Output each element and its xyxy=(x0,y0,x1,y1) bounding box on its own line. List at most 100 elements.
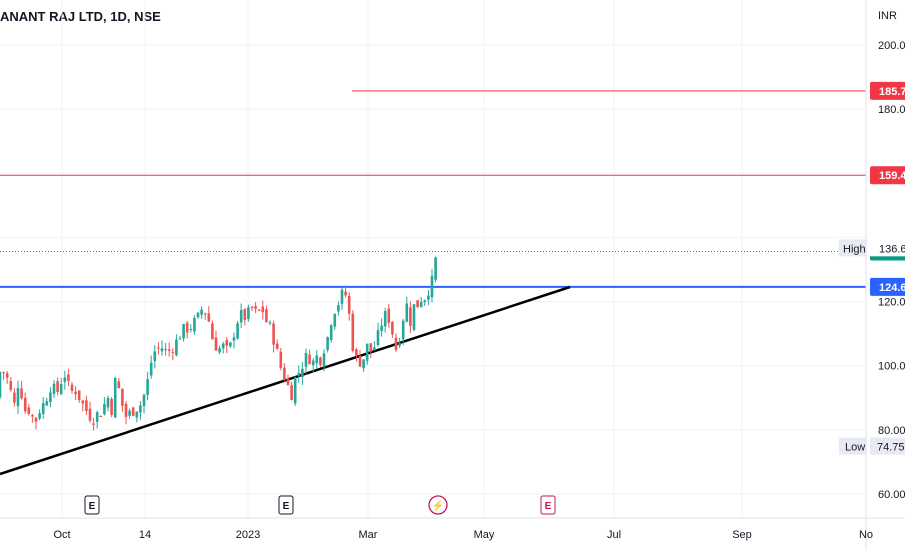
candle-body xyxy=(419,301,423,307)
candle-body xyxy=(189,328,193,330)
candle-body xyxy=(239,309,243,323)
candle-body xyxy=(243,309,247,320)
candle-body xyxy=(34,417,38,422)
candle-body xyxy=(430,275,434,298)
candle-body xyxy=(70,384,74,391)
candle-body xyxy=(340,289,344,304)
candle-body xyxy=(297,373,301,376)
candle-body xyxy=(92,423,95,425)
time-axis[interactable]: Oct 14 2023 Mar May Jul Sep No xyxy=(0,517,905,541)
candle-body xyxy=(304,353,308,367)
candle-body xyxy=(261,306,265,313)
candle-body xyxy=(275,343,279,349)
candle-body xyxy=(81,400,85,404)
currency-label: INR xyxy=(878,10,897,22)
candle-body xyxy=(167,349,171,351)
candle-body xyxy=(113,378,117,418)
candle-body xyxy=(229,342,232,347)
candle-body xyxy=(358,355,362,367)
x-tick-label: Sep xyxy=(732,529,752,541)
candle-body xyxy=(178,338,182,340)
candle-body xyxy=(344,291,347,296)
candle-body xyxy=(88,408,92,421)
candle-body xyxy=(319,357,322,365)
price-axis[interactable]: INR 200.0 180.0 120.0 100.0 80.00 60.00 185.7 15… xyxy=(839,0,905,550)
ascending-trendline[interactable] xyxy=(0,285,571,476)
x-tick-label: 14 xyxy=(139,529,151,541)
event-markers[interactable]: E E ⚡ E xyxy=(84,495,556,515)
news-event-icon[interactable] xyxy=(428,495,448,515)
candle-body xyxy=(196,312,200,318)
y-tick-label: 200.0 xyxy=(878,40,905,52)
candle-body xyxy=(333,314,337,327)
candle-body xyxy=(142,394,146,407)
candle-body xyxy=(355,349,358,356)
candle-body xyxy=(185,322,189,333)
candle-body xyxy=(247,307,250,319)
candle-body xyxy=(387,308,391,323)
earnings-event-label: E xyxy=(545,501,552,512)
candle-body xyxy=(290,385,293,401)
low-value: 74.75 xyxy=(877,442,905,454)
candle-body xyxy=(95,412,99,422)
price-tag-159: 159.4 xyxy=(879,170,905,182)
candle-body xyxy=(56,381,59,392)
candle-body xyxy=(268,322,272,324)
candle-body xyxy=(52,383,56,394)
earnings-event-icon[interactable] xyxy=(84,495,100,515)
candle-body xyxy=(427,295,430,300)
high-value-bg xyxy=(870,239,905,257)
candle-body xyxy=(38,413,41,419)
candle-body xyxy=(221,343,225,349)
candle-body xyxy=(200,309,203,315)
candle-body xyxy=(394,337,398,350)
candle-body xyxy=(308,354,311,365)
candle-body xyxy=(337,305,340,312)
candle-body xyxy=(49,392,52,402)
candle-body xyxy=(211,323,214,340)
candle-body xyxy=(376,330,380,345)
candle-body xyxy=(434,257,437,280)
y-tick-label: 80.00 xyxy=(878,425,905,437)
x-tick-label: May xyxy=(474,529,495,541)
candle-body xyxy=(171,351,175,353)
price-tag-124: 124.6 xyxy=(879,282,905,294)
candle-body xyxy=(146,379,149,395)
candle-body xyxy=(326,337,329,350)
candle-body xyxy=(99,415,103,418)
high-value: 136.6 xyxy=(879,243,905,255)
trendline-layer[interactable] xyxy=(0,285,571,476)
candle-body xyxy=(45,401,49,406)
low-caption: Low xyxy=(845,442,865,454)
candle-body xyxy=(225,340,229,346)
earnings-event-icon[interactable] xyxy=(540,495,556,515)
candle-body xyxy=(383,310,387,327)
candle-body xyxy=(2,372,5,374)
candle-body xyxy=(311,360,315,366)
candle-body xyxy=(283,367,286,380)
candles xyxy=(0,256,437,431)
candle-body xyxy=(160,348,164,352)
price-tag-185-bg xyxy=(870,81,905,100)
candle-body xyxy=(412,304,416,330)
candle-body xyxy=(416,300,419,308)
candle-body xyxy=(409,307,412,326)
candle-body xyxy=(232,337,236,341)
candle-body xyxy=(362,359,365,369)
candle-body xyxy=(401,320,405,340)
candle-body xyxy=(347,295,351,314)
earnings-event-icon[interactable] xyxy=(278,495,294,515)
candle-body xyxy=(257,309,261,311)
high-caption-bg xyxy=(839,239,867,257)
candle-body xyxy=(63,377,67,382)
candle-body xyxy=(272,323,275,345)
candle-body xyxy=(380,325,383,332)
candle-body xyxy=(110,399,113,415)
candle-body xyxy=(121,388,124,406)
x-tick-label: Jul xyxy=(607,529,621,541)
horizontal-lines[interactable] xyxy=(0,90,866,288)
candle-body xyxy=(236,323,239,339)
x-tick-label: 2023 xyxy=(236,529,260,541)
candle-body xyxy=(157,347,160,349)
